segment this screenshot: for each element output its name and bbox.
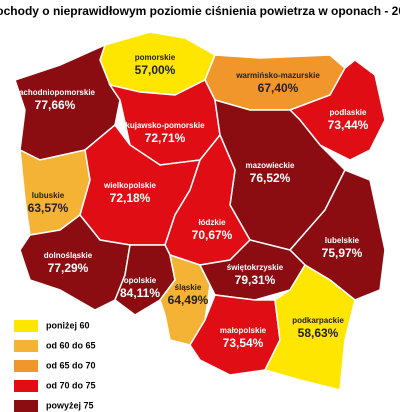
map-title: Samochody o nieprawidłowym poziomie ciśn… [0,4,400,18]
region-value: 70,67% [192,228,233,242]
region-name: podlaskie [330,108,367,117]
legend-swatch [14,360,38,372]
region-value: 58,63% [298,326,339,340]
legend-swatch [14,380,38,392]
legend-swatch [14,340,38,352]
region-value: 73,44% [328,118,369,132]
region-value: 57,00% [135,63,176,77]
legend-swatch [14,320,38,332]
region-value: 72,71% [145,131,186,145]
region-name: łódzkie [198,218,226,227]
region-value: 77,29% [48,261,89,275]
region-value: 63,57% [28,201,69,215]
region-value: 64,49% [168,293,209,307]
region-name: małopolskie [220,326,267,335]
region-value: 79,31% [235,273,276,287]
region-name: podkarpackie [292,316,344,325]
region-value: 84,11% [120,286,160,300]
legend-label: od 70 do 75 [46,380,96,390]
region-value: 77,66% [35,98,76,112]
region-name: śląskie [175,283,202,292]
legend-label: poniżej 60 [46,320,90,330]
region-value: 72,18% [110,191,151,205]
region-value: 75,97% [322,246,363,260]
legend-label: powyżej 75 [46,400,94,410]
legend-swatch [14,400,38,412]
region-name: mazowieckie [246,161,295,170]
region [288,59,386,161]
region-value: 67,40% [258,81,299,95]
region-name: zachodniopomorskie [15,88,96,97]
legend-label: od 60 do 65 [46,340,96,350]
region-name: dolnośląskie [44,251,93,260]
region-name: pomorskie [135,53,176,62]
region [14,43,121,161]
region-name: wielkopolskie [103,181,157,190]
legend-label: od 65 do 70 [46,360,96,370]
region-name: kujawsko-pomorskie [125,121,205,130]
region-name: lubuskie [32,191,65,200]
region-value: 73,54% [223,336,264,350]
region [263,263,356,391]
region-name: opolskie [124,276,157,285]
region-name: warmińsko-mazurskie [235,71,320,80]
region-name: świętokrzyskie [227,263,284,272]
region-name: lubelskie [325,236,360,245]
region-value: 76,52% [250,171,291,185]
